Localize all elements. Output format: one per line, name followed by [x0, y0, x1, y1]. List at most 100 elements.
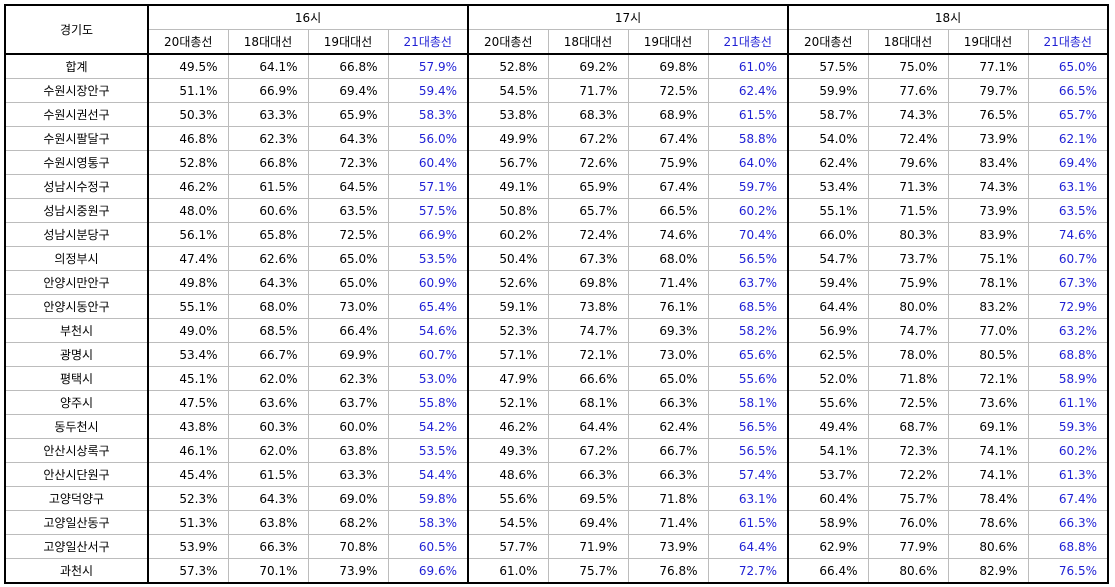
value-cell[interactable]: 68.0% [227, 294, 309, 319]
region-cell[interactable]: 수원시영통구 [4, 150, 149, 175]
value-cell[interactable]: 76.5% [1027, 558, 1109, 584]
value-cell[interactable]: 61.0% [467, 558, 549, 584]
value-cell[interactable]: 66.8% [307, 53, 389, 79]
value-cell[interactable]: 50.4% [467, 246, 549, 271]
value-cell[interactable]: 60.6% [227, 198, 309, 223]
region-cell[interactable]: 고양일산동구 [4, 510, 149, 535]
value-cell[interactable]: 79.7% [947, 78, 1029, 103]
value-cell[interactable]: 69.0% [307, 486, 389, 511]
value-cell[interactable]: 56.5% [707, 414, 789, 439]
value-cell[interactable]: 72.2% [867, 462, 949, 487]
value-cell[interactable]: 66.8% [227, 150, 309, 175]
value-cell[interactable]: 54.5% [467, 78, 549, 103]
value-cell[interactable]: 64.4% [787, 294, 869, 319]
value-cell[interactable]: 60.2% [467, 222, 549, 247]
value-cell[interactable]: 70.1% [227, 558, 309, 584]
value-cell[interactable]: 58.3% [387, 102, 469, 127]
value-cell[interactable]: 75.7% [867, 486, 949, 511]
value-cell[interactable]: 53.9% [147, 534, 229, 559]
value-cell[interactable]: 63.7% [707, 270, 789, 295]
value-cell[interactable]: 62.9% [787, 534, 869, 559]
value-cell[interactable]: 67.4% [1027, 486, 1109, 511]
value-cell[interactable]: 72.5% [307, 222, 389, 247]
value-cell[interactable]: 55.1% [147, 294, 229, 319]
value-cell[interactable]: 68.1% [547, 390, 629, 415]
value-cell[interactable]: 56.0% [387, 126, 469, 151]
value-cell[interactable]: 68.5% [227, 318, 309, 343]
hour-header-16[interactable]: 16시 [147, 4, 469, 30]
value-cell[interactable]: 50.8% [467, 198, 549, 223]
value-cell[interactable]: 63.5% [307, 198, 389, 223]
value-cell[interactable]: 73.9% [627, 534, 709, 559]
value-cell[interactable]: 63.1% [1027, 174, 1109, 199]
value-cell[interactable]: 78.0% [867, 342, 949, 367]
value-cell[interactable]: 68.5% [707, 294, 789, 319]
region-cell[interactable]: 동두천시 [4, 414, 149, 439]
value-cell[interactable]: 62.5% [787, 342, 869, 367]
value-cell[interactable]: 59.4% [787, 270, 869, 295]
election-header-cell[interactable]: 20대총선 [787, 29, 869, 55]
value-cell[interactable]: 71.7% [547, 78, 629, 103]
value-cell[interactable]: 72.5% [627, 78, 709, 103]
value-cell[interactable]: 80.0% [867, 294, 949, 319]
value-cell[interactable]: 60.5% [387, 534, 469, 559]
value-cell[interactable]: 67.2% [547, 126, 629, 151]
value-cell[interactable]: 46.8% [147, 126, 229, 151]
value-cell[interactable]: 65.6% [707, 342, 789, 367]
region-cell[interactable]: 광명시 [4, 342, 149, 367]
value-cell[interactable]: 60.7% [1027, 246, 1109, 271]
value-cell[interactable]: 74.7% [867, 318, 949, 343]
value-cell[interactable]: 63.8% [307, 438, 389, 463]
value-cell[interactable]: 62.4% [707, 78, 789, 103]
value-cell[interactable]: 73.9% [947, 126, 1029, 151]
value-cell[interactable]: 66.4% [307, 318, 389, 343]
value-cell[interactable]: 73.0% [627, 342, 709, 367]
value-cell[interactable]: 57.4% [707, 462, 789, 487]
value-cell[interactable]: 73.9% [947, 198, 1029, 223]
value-cell[interactable]: 68.0% [627, 246, 709, 271]
value-cell[interactable]: 75.9% [867, 270, 949, 295]
value-cell[interactable]: 64.4% [707, 534, 789, 559]
value-cell[interactable]: 47.4% [147, 246, 229, 271]
value-cell[interactable]: 53.5% [387, 246, 469, 271]
value-cell[interactable]: 54.7% [787, 246, 869, 271]
value-cell[interactable]: 54.4% [387, 462, 469, 487]
value-cell[interactable]: 73.0% [307, 294, 389, 319]
value-cell[interactable]: 79.6% [867, 150, 949, 175]
value-cell[interactable]: 80.3% [867, 222, 949, 247]
value-cell[interactable]: 62.3% [307, 366, 389, 391]
value-cell[interactable]: 48.6% [467, 462, 549, 487]
value-cell[interactable]: 65.9% [547, 174, 629, 199]
value-cell[interactable]: 62.0% [227, 366, 309, 391]
value-cell[interactable]: 77.9% [867, 534, 949, 559]
value-cell[interactable]: 48.0% [147, 198, 229, 223]
value-cell[interactable]: 80.6% [867, 558, 949, 584]
region-cell[interactable]: 수원시권선구 [4, 102, 149, 127]
value-cell[interactable]: 52.8% [147, 150, 229, 175]
value-cell[interactable]: 67.4% [627, 174, 709, 199]
value-cell[interactable]: 49.1% [467, 174, 549, 199]
value-cell[interactable]: 60.2% [707, 198, 789, 223]
value-cell[interactable]: 78.4% [947, 486, 1029, 511]
value-cell[interactable]: 45.1% [147, 366, 229, 391]
value-cell[interactable]: 74.3% [867, 102, 949, 127]
region-cell[interactable]: 양주시 [4, 390, 149, 415]
election-header-cell[interactable]: 19대대선 [307, 29, 389, 55]
value-cell[interactable]: 60.0% [307, 414, 389, 439]
value-cell[interactable]: 52.6% [467, 270, 549, 295]
value-cell[interactable]: 74.7% [547, 318, 629, 343]
value-cell[interactable]: 53.4% [147, 342, 229, 367]
value-cell[interactable]: 46.2% [467, 414, 549, 439]
value-cell[interactable]: 66.3% [1027, 510, 1109, 535]
value-cell[interactable]: 75.9% [627, 150, 709, 175]
value-cell[interactable]: 54.1% [787, 438, 869, 463]
value-cell[interactable]: 61.5% [227, 174, 309, 199]
value-cell[interactable]: 61.1% [1027, 390, 1109, 415]
value-cell[interactable]: 58.7% [787, 102, 869, 127]
value-cell[interactable]: 43.8% [147, 414, 229, 439]
value-cell[interactable]: 76.8% [627, 558, 709, 584]
value-cell[interactable]: 66.9% [387, 222, 469, 247]
value-cell[interactable]: 58.3% [387, 510, 469, 535]
region-cell[interactable]: 고양일산서구 [4, 534, 149, 559]
value-cell[interactable]: 75.1% [947, 246, 1029, 271]
